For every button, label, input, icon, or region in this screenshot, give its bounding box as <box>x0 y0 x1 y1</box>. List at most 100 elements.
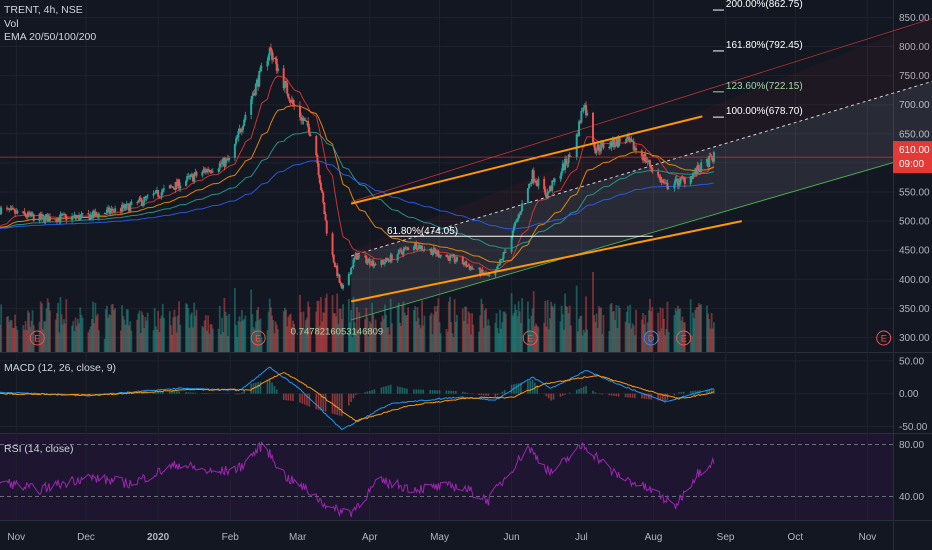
candle-body <box>323 202 326 215</box>
candle-body <box>675 178 678 180</box>
volume-bar <box>659 307 662 352</box>
price-tick-label: 850.00 <box>899 13 930 24</box>
volume-bar <box>309 327 312 352</box>
volume-bar <box>421 300 423 352</box>
candle-body <box>404 247 407 249</box>
macd-histogram-bar <box>399 386 401 394</box>
volume-bar <box>63 319 65 352</box>
volume-bar <box>658 331 661 352</box>
volume-bar <box>483 310 486 352</box>
macd-histogram-bar <box>713 388 715 394</box>
volume-bar <box>699 305 701 352</box>
candle-body <box>373 264 376 267</box>
volume-bar <box>173 309 176 352</box>
candle-body <box>92 210 95 219</box>
candle-body <box>380 260 383 265</box>
candle-body <box>692 173 695 179</box>
x-tick-label: Dec <box>77 532 95 543</box>
volume-bar <box>349 322 351 352</box>
volume-bar <box>45 308 48 352</box>
volume-label[interactable]: Vol <box>4 17 19 30</box>
volume-bar <box>276 329 279 352</box>
volume-bar <box>372 314 375 352</box>
volume-bar <box>565 306 568 352</box>
candle-body <box>253 93 256 96</box>
macd-histogram-bar <box>175 391 178 394</box>
volume-bar <box>172 317 175 352</box>
candle-body <box>60 214 63 216</box>
volume-bar <box>16 329 19 352</box>
volume-bar <box>510 293 513 352</box>
candle-body <box>479 268 482 276</box>
macd-histogram-bar <box>680 392 683 394</box>
candle-body <box>680 177 683 178</box>
volume-bar <box>272 319 275 352</box>
candle-body <box>97 213 100 218</box>
candle-body <box>321 189 324 193</box>
rsi-background <box>0 434 893 520</box>
volume-bar <box>423 315 426 352</box>
candle-body <box>8 208 11 210</box>
volume-bar <box>195 309 198 352</box>
volume-bar <box>186 304 189 352</box>
candle-body <box>251 95 254 100</box>
volume-bar <box>354 328 357 352</box>
volume-bar <box>56 313 58 352</box>
volume-bar <box>283 307 286 352</box>
candle-body <box>62 214 65 215</box>
rsi-label[interactable]: RSI (14, close) <box>4 443 74 455</box>
macd-histogram-bar <box>431 390 434 394</box>
volume-bar <box>439 333 442 352</box>
candle-body <box>288 98 291 102</box>
volume-bar <box>582 329 585 352</box>
volume-bar <box>60 314 63 352</box>
macd-tick-label: -50.00 <box>899 422 928 433</box>
symbol-title[interactable]: TRENT, 4h, NSE <box>4 4 83 16</box>
volume-bar <box>575 285 578 352</box>
candle-body <box>283 81 286 89</box>
volume-bar <box>710 312 713 352</box>
macd-histogram-bar <box>255 382 257 394</box>
candle-body <box>515 220 518 223</box>
candle-body <box>174 181 177 190</box>
candle-body <box>644 154 647 162</box>
volume-bar <box>633 335 636 352</box>
volume-bar <box>501 322 504 352</box>
volume-bar <box>243 319 246 352</box>
candle-body <box>161 189 164 193</box>
candle-body <box>418 245 421 249</box>
candle-body <box>23 211 26 214</box>
volume-bar <box>59 297 62 352</box>
fib-note: 0.7478216053146809 <box>291 327 383 338</box>
volume-bar <box>125 309 128 352</box>
volume-bar <box>206 330 208 352</box>
candle-body <box>369 264 372 266</box>
ema-label[interactable]: EMA 20/50/100/200 <box>4 31 97 43</box>
volume-bar <box>331 295 334 352</box>
volume-bar <box>222 331 225 352</box>
volume-bar <box>579 316 582 352</box>
macd-label[interactable]: MACD (12, 26, close, 9) <box>4 362 117 374</box>
candle-body <box>462 264 465 265</box>
volume-bar <box>207 315 210 352</box>
volume-bar <box>500 328 503 352</box>
candle-body <box>207 169 210 172</box>
volume-bar <box>194 315 197 352</box>
candle-body <box>708 156 711 167</box>
candle-body <box>480 269 483 276</box>
macd-histogram-bar <box>87 393 90 395</box>
macd-tick-label: 50.00 <box>899 356 924 367</box>
candle-body <box>389 254 392 262</box>
x-tick-label: Aug <box>645 532 663 543</box>
volume-bar <box>22 325 25 352</box>
volume-bar <box>614 320 617 352</box>
signal-line <box>0 372 714 422</box>
candle-body <box>630 138 633 142</box>
candle-body <box>673 183 676 189</box>
price-tick-label: 300.00 <box>899 333 930 344</box>
volume-bar <box>660 328 663 352</box>
volume-bar <box>109 315 112 352</box>
x-tick-label: Apr <box>362 532 378 543</box>
volume-bar <box>308 306 311 352</box>
